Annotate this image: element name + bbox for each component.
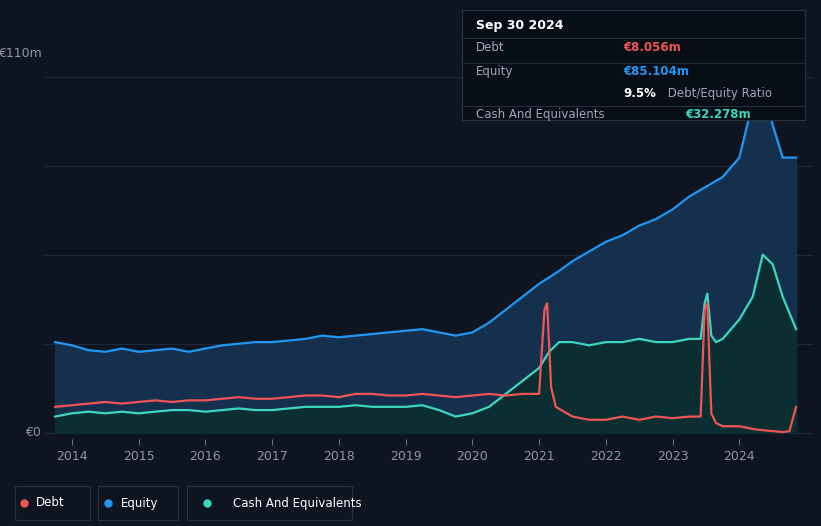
Text: Sep 30 2024: Sep 30 2024 xyxy=(475,19,563,32)
Text: Debt: Debt xyxy=(36,497,65,510)
Text: Debt: Debt xyxy=(475,41,504,54)
Text: €0: €0 xyxy=(25,426,41,439)
Text: Cash And Equivalents: Cash And Equivalents xyxy=(233,497,362,510)
Text: Equity: Equity xyxy=(475,65,513,78)
Text: Equity: Equity xyxy=(121,497,158,510)
Text: Debt/Equity Ratio: Debt/Equity Ratio xyxy=(664,87,773,100)
Text: €32.278m: €32.278m xyxy=(685,108,750,121)
Text: Cash And Equivalents: Cash And Equivalents xyxy=(475,108,604,121)
Text: €110m: €110m xyxy=(0,47,41,60)
Text: €85.104m: €85.104m xyxy=(623,65,689,78)
Text: 9.5%: 9.5% xyxy=(623,87,656,100)
Text: €8.056m: €8.056m xyxy=(623,41,681,54)
